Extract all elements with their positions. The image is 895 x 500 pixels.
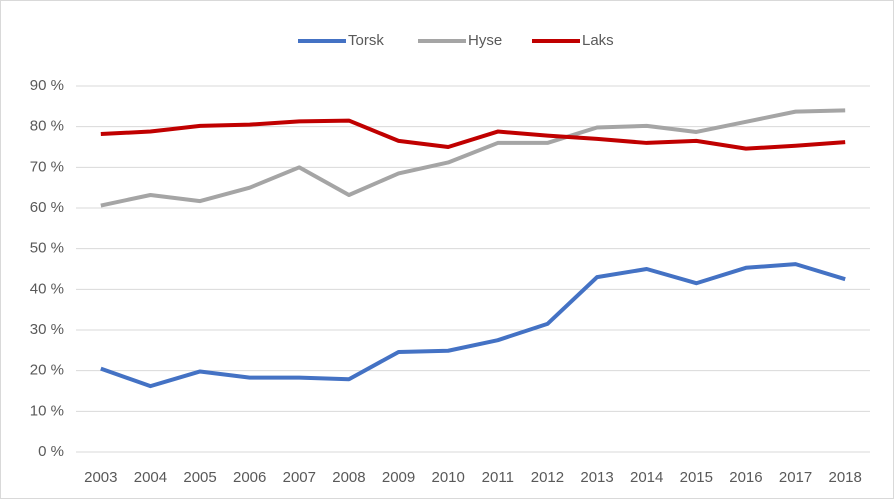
x-tick-label: 2016 [729, 469, 762, 486]
x-tick-label: 2014 [630, 469, 663, 486]
x-tick-label: 2009 [382, 469, 415, 486]
y-tick-label: 20 % [30, 362, 64, 379]
line-series [100, 108, 846, 208]
legend-label: Laks [582, 32, 614, 49]
x-tick-label: 2010 [432, 469, 465, 486]
x-tick-label: 2005 [183, 469, 216, 486]
x-tick-label: 2003 [84, 469, 117, 486]
y-tick-label: 0 % [38, 443, 64, 460]
y-tick-label: 60 % [30, 199, 64, 216]
y-tick-label: 10 % [30, 402, 64, 419]
x-tick-label: 2015 [680, 469, 713, 486]
x-tick-label: 2017 [779, 469, 812, 486]
x-tick-label: 2011 [482, 469, 514, 486]
x-tick-label: 2012 [531, 469, 564, 486]
y-tick-label: 80 % [30, 118, 64, 135]
legend-label: Torsk [348, 32, 384, 49]
y-tick-label: 40 % [30, 280, 64, 297]
line-series [100, 262, 846, 389]
y-tick-label: 30 % [30, 321, 64, 338]
x-tick-label: 2018 [829, 469, 862, 486]
x-tick-label: 2007 [283, 469, 316, 486]
y-tick-label: 90 % [30, 77, 64, 94]
line-series [100, 118, 846, 151]
x-tick-label: 2013 [580, 469, 613, 486]
x-tick-label: 2006 [233, 469, 266, 486]
x-tick-label: 2008 [332, 469, 365, 486]
legend-label: Hyse [468, 32, 502, 49]
x-tick-label: 2004 [134, 469, 167, 486]
y-tick-label: 70 % [30, 158, 64, 175]
y-tick-label: 50 % [30, 240, 64, 257]
